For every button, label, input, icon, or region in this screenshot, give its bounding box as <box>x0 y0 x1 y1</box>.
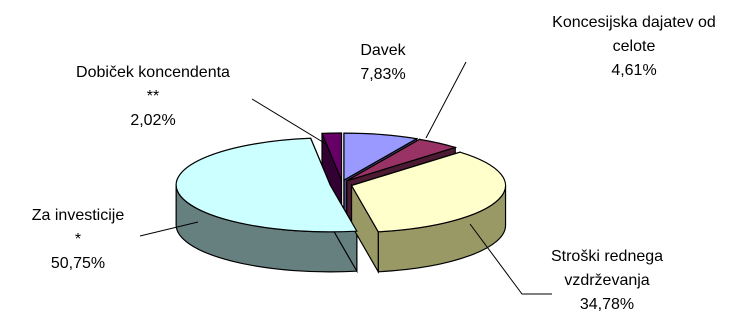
slice-label-line: 2,02% <box>130 112 175 129</box>
slice-label-line: vzdrževanja <box>564 272 649 289</box>
slice-1 <box>346 138 458 182</box>
slice-label-line: Stroški rednega <box>551 248 663 265</box>
slice-label-line: * <box>75 231 81 248</box>
leader-line-1 <box>425 61 467 139</box>
pie-tops <box>175 132 507 233</box>
slice-label-2: Stroški rednega vzdrževanja 34,78% <box>551 248 663 313</box>
slice-label-line: Davek <box>360 42 406 59</box>
slice-label-0: Davek 7,83% <box>360 42 406 83</box>
slice-label-4: Dobiček koncendenta ** 2,02% <box>76 64 230 129</box>
slice-label-line: 7,83% <box>360 66 405 83</box>
slice-label-1: Koncesijska dajatev od celote 4,61% <box>552 14 716 79</box>
leader-lines <box>139 61 552 295</box>
slice-label-line: 34,78% <box>580 296 634 313</box>
slice-label-line: celote <box>613 38 656 55</box>
leader-line-2 <box>469 223 552 295</box>
slice-label-line: Dobiček koncendenta <box>76 64 230 81</box>
slice-label-line: Koncesijska dajatev od <box>552 14 716 31</box>
slice-label-line: ** <box>147 88 159 105</box>
slice-label-3: Za investicije * 50,75% <box>32 207 125 272</box>
slice-4 <box>321 132 343 181</box>
leader-line-3 <box>139 221 199 237</box>
slice-3 <box>175 137 358 233</box>
slice-label-line: 50,75% <box>51 255 105 272</box>
slice-label-line: 4,61% <box>611 62 656 79</box>
slice-2 <box>350 151 507 233</box>
slice-label-line: Za investicije <box>32 207 125 224</box>
slice-labels: Davek 7,83% Koncesijska dajatev od celote 4,… <box>32 14 716 313</box>
leader-line-4 <box>251 98 327 145</box>
slice-0 <box>343 132 419 182</box>
